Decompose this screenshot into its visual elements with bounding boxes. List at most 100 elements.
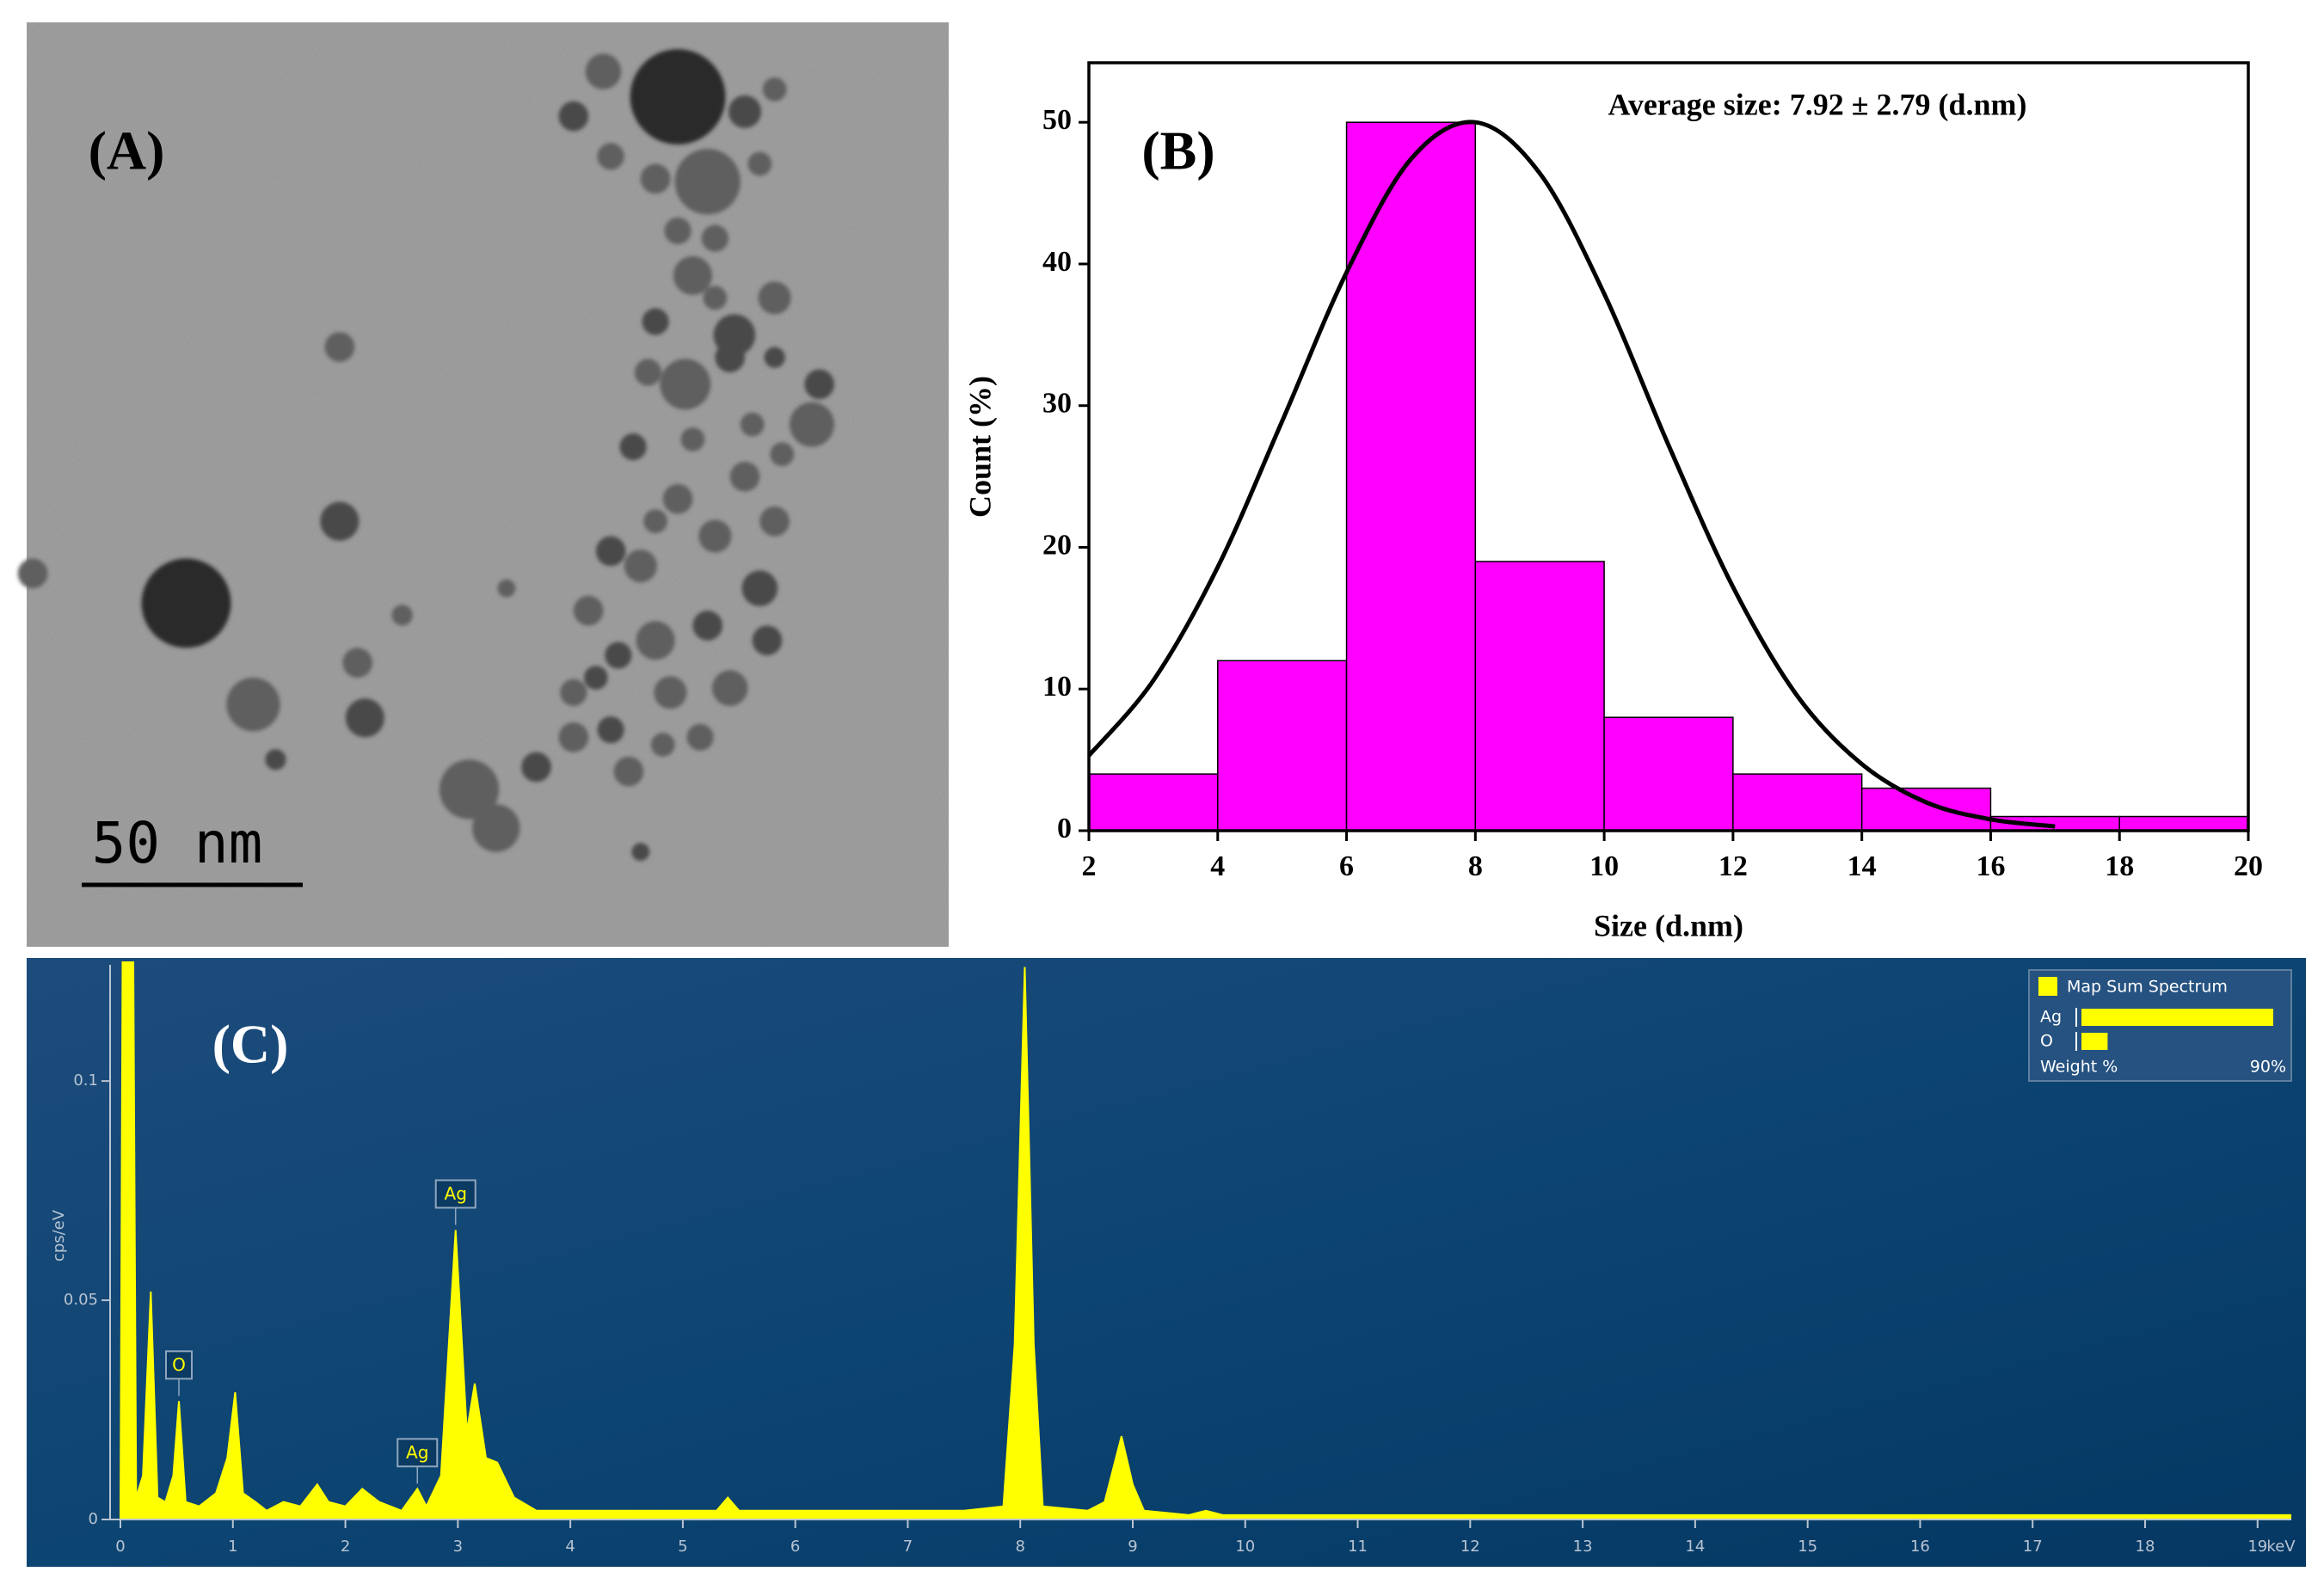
legend-title: Map Sum Spectrum xyxy=(2067,978,2228,997)
x-unit-label: keV xyxy=(2266,1538,2296,1556)
x-tick-label: 3 xyxy=(453,1538,463,1556)
particle xyxy=(804,369,834,400)
y-axis-label: Count (%) xyxy=(962,376,997,518)
particle xyxy=(680,427,705,451)
peak-label-box xyxy=(397,1438,439,1468)
x-tick-label: 6 xyxy=(1339,850,1354,882)
particle xyxy=(619,433,647,461)
x-tick-label: 8 xyxy=(1468,850,1483,882)
y-tick-label: 10 xyxy=(1042,671,1072,703)
bar xyxy=(1603,716,1734,832)
particle xyxy=(472,804,520,852)
bar xyxy=(1860,787,1992,832)
particle xyxy=(759,506,790,537)
particle xyxy=(752,625,783,656)
particle xyxy=(747,151,772,176)
legend-entry: Ag xyxy=(2040,1008,2062,1027)
peak-label: Ag xyxy=(445,1183,467,1204)
x-tick-label: 5 xyxy=(678,1538,687,1556)
particle xyxy=(715,342,745,372)
particle xyxy=(558,722,589,752)
x-tick-label: 8 xyxy=(1015,1538,1024,1556)
legend-entry: O xyxy=(2040,1032,2053,1051)
x-tick-label: 18 xyxy=(2105,850,2134,882)
x-tick-label: 2 xyxy=(341,1538,350,1556)
particle xyxy=(660,359,711,410)
y-tick-label: 0 xyxy=(1057,813,1072,844)
particle xyxy=(701,224,729,252)
x-tick-label: 16 xyxy=(1910,1538,1930,1556)
particle xyxy=(560,678,587,706)
particle xyxy=(439,759,500,820)
particle xyxy=(703,285,728,310)
particle xyxy=(674,149,741,215)
y-tick-label: 0 xyxy=(89,1510,98,1528)
particle xyxy=(521,752,551,783)
bar xyxy=(1474,561,1605,832)
annotation: Average size: 7.92 ± 2.79 (d.nm) xyxy=(1608,87,2027,121)
fit-curve xyxy=(1087,120,2056,829)
bar xyxy=(2118,815,2249,832)
x-tick-label: 4 xyxy=(565,1538,575,1556)
y-tick-label: 30 xyxy=(1042,388,1072,420)
eds-panel: 0 1 2 3 4 5 6 7 8 9 10 11 12 13 14 15 16 17 18 19 keV00.050.… xyxy=(27,958,2306,1567)
particle xyxy=(640,163,671,194)
x-tick-label: 18 xyxy=(2136,1538,2155,1556)
x-tick-label: 19 xyxy=(2247,1538,2267,1556)
eds-background xyxy=(27,958,2306,1567)
x-tick-label: 0 xyxy=(115,1538,125,1556)
plot-frame xyxy=(1087,61,2250,832)
particle xyxy=(686,723,714,751)
particle xyxy=(673,255,712,295)
x-tick-label: 17 xyxy=(2023,1538,2043,1556)
particle xyxy=(764,347,785,368)
x-tick-label: 11 xyxy=(1348,1538,1368,1556)
x-tick-label: 15 xyxy=(1798,1538,1817,1556)
particle xyxy=(605,642,632,669)
particle xyxy=(265,749,286,770)
particle xyxy=(698,519,732,553)
spectrum-line xyxy=(120,961,2291,1520)
particle xyxy=(583,666,608,690)
particle xyxy=(789,402,834,447)
particle xyxy=(320,501,360,541)
particle xyxy=(595,536,626,567)
x-tick-label: 13 xyxy=(1573,1538,1593,1556)
x-tick-label: 7 xyxy=(903,1538,913,1556)
particle xyxy=(740,412,765,437)
particle xyxy=(597,143,624,170)
particle xyxy=(345,698,384,738)
x-tick-label: 6 xyxy=(790,1538,800,1556)
particle xyxy=(613,756,644,787)
particle xyxy=(762,77,787,101)
particle xyxy=(770,442,795,467)
particle xyxy=(342,648,372,678)
particle xyxy=(391,605,413,626)
particle xyxy=(642,308,669,335)
panel-label: (A) xyxy=(89,120,165,181)
x-tick-label: 10 xyxy=(1589,850,1619,882)
bar xyxy=(1732,773,1863,832)
panel-label: (C) xyxy=(212,1014,289,1075)
peak-label: Ag xyxy=(406,1442,428,1463)
particle xyxy=(664,217,692,245)
y-tick-label: 40 xyxy=(1042,246,1072,278)
particle xyxy=(729,461,760,492)
legend-scale: 90% xyxy=(2250,1058,2286,1077)
peak-label-box xyxy=(165,1350,194,1380)
particle xyxy=(650,733,675,757)
particle xyxy=(324,332,355,362)
particle xyxy=(636,621,675,660)
particle xyxy=(758,281,791,315)
particles xyxy=(17,49,834,862)
particle xyxy=(662,483,693,514)
particle xyxy=(558,101,589,132)
peak-label: O xyxy=(172,1354,186,1375)
histogram-panel: 0 10 20 30 40 50 2 4 6 8 10 12 14 16 18 20 Size (d.nm) Co… xyxy=(962,61,2263,942)
x-tick-label: 2 xyxy=(1082,850,1097,882)
legend-footer: Weight % xyxy=(2040,1058,2118,1077)
x-tick-label: 14 xyxy=(1685,1538,1705,1556)
particle xyxy=(631,843,650,862)
legend-bar xyxy=(2081,1033,2108,1050)
